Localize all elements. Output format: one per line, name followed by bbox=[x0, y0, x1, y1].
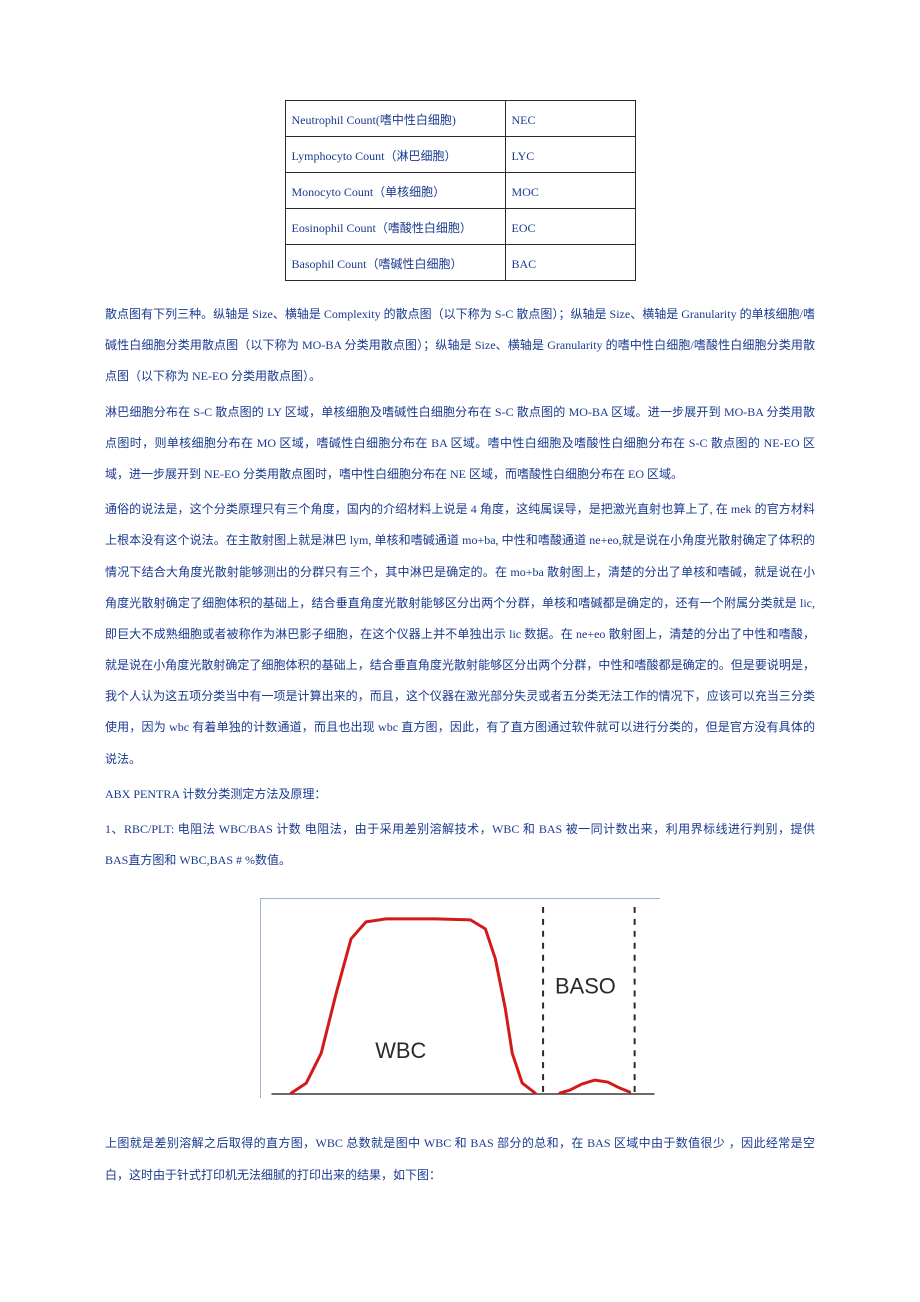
cell-name: Lymphocyto Count（淋巴细胞） bbox=[285, 137, 505, 173]
paragraph-scatter-intro: 散点图有下列三种。纵轴是 Size、横轴是 Complexity 的散点图（以下… bbox=[105, 299, 815, 393]
table-body: Neutrophil Count(嗜中性白细胞) NEC Lymphocyto … bbox=[285, 101, 635, 281]
table-row: Eosinophil Count（嗜酸性白细胞） EOC bbox=[285, 209, 635, 245]
paragraph-rbc-plt: 1、RBC/PLT: 电阻法 WBC/BAS 计数 电阻法，由于采用差别溶解技术… bbox=[105, 814, 815, 876]
cell-name: Monocyto Count（单核细胞） bbox=[285, 173, 505, 209]
wbc-baso-histogram: WBC BASO bbox=[260, 898, 660, 1098]
svg-text:BASO: BASO bbox=[555, 974, 616, 999]
cell-abbr: MOC bbox=[505, 173, 635, 209]
table-row: Basophil Count（嗜碱性白细胞） BAC bbox=[285, 245, 635, 281]
cell-count-table: Neutrophil Count(嗜中性白细胞) NEC Lymphocyto … bbox=[285, 100, 636, 281]
cell-abbr: NEC bbox=[505, 101, 635, 137]
cell-abbr: BAC bbox=[505, 245, 635, 281]
histogram-chart-container: WBC BASO bbox=[105, 898, 815, 1102]
table-row: Lymphocyto Count（淋巴细胞） LYC bbox=[285, 137, 635, 173]
cell-abbr: LYC bbox=[505, 137, 635, 173]
paragraph-histogram-desc: 上图就是差别溶解之后取得的直方图，WBC 总数就是图中 WBC 和 BAS 部分… bbox=[105, 1128, 815, 1190]
svg-text:WBC: WBC bbox=[375, 1039, 426, 1064]
table-row: Neutrophil Count(嗜中性白细胞) NEC bbox=[285, 101, 635, 137]
table-row: Monocyto Count（单核细胞） MOC bbox=[285, 173, 635, 209]
paragraph-abx-title: ABX PENTRA 计数分类测定方法及原理： bbox=[105, 779, 815, 810]
paragraph-explanation: 通俗的说法是，这个分类原理只有三个角度，国内的介绍材料上说是 4 角度，这纯属误… bbox=[105, 494, 815, 775]
cell-abbr: EOC bbox=[505, 209, 635, 245]
cell-name: Basophil Count（嗜碱性白细胞） bbox=[285, 245, 505, 281]
cell-name: Neutrophil Count(嗜中性白细胞) bbox=[285, 101, 505, 137]
cell-name: Eosinophil Count（嗜酸性白细胞） bbox=[285, 209, 505, 245]
paragraph-distribution: 淋巴细胞分布在 S-C 散点图的 LY 区域，单核细胞及嗜碱性白细胞分布在 S-… bbox=[105, 397, 815, 491]
